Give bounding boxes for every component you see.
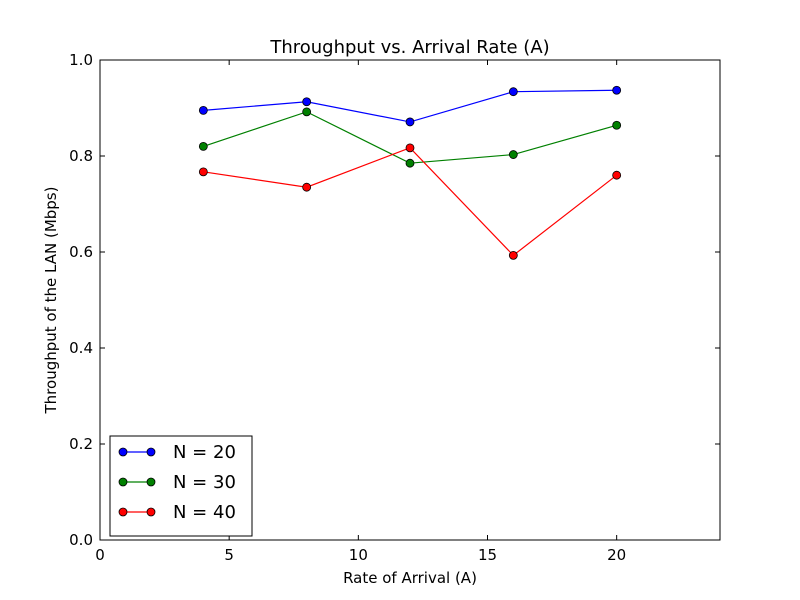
data-point [508,250,518,260]
y-tick-label: 1.0 [69,51,93,69]
legend-marker [118,507,128,517]
y-tick-label: 0.0 [69,531,93,549]
y-tick-label: 0.2 [69,435,93,453]
legend-item: N = 30 [118,472,236,493]
x-tick-label: 0 [95,546,105,564]
legend-item: N = 40 [118,502,236,523]
data-point [508,150,518,159]
legend-marker [118,447,128,457]
x-tick-label: 20 [607,546,626,564]
data-point [198,106,208,115]
legend-marker [146,447,156,457]
data-point [302,97,312,107]
series-3 [198,143,622,260]
data-point [612,85,622,95]
x-tick-label: 10 [349,546,368,564]
series-1 [198,85,622,127]
legend: N = 20 N = 30 N = 40 [109,435,253,537]
data-point [198,141,208,151]
plot-area-frame [99,59,721,541]
x-tick-label: 5 [224,546,234,564]
data-point [302,182,312,192]
y-tick-label: 0.4 [69,339,93,357]
data-point [508,87,518,97]
legend-item: N = 20 [118,442,236,463]
legend-marker [146,477,156,487]
data-point [302,107,312,117]
legend-label: N = 20 [173,442,236,463]
legend-label: N = 40 [173,502,236,523]
data-point [405,158,415,168]
data-point [612,120,622,130]
legend-label: N = 30 [173,472,236,493]
legend-marker [146,507,156,517]
y-axis-label: Throughput of the LAN (Mbps) [42,187,60,415]
legend-marker [118,477,128,487]
data-point [405,117,415,127]
y-tick-label: 0.8 [69,147,93,165]
series-line [203,89,617,123]
y-tick-label: 0.6 [69,243,93,261]
chart-title: Throughput vs. Arrival Rate (A) [269,37,549,58]
series-2 [198,107,622,168]
data-point [198,167,208,177]
x-tick-label: 15 [478,546,497,564]
data-point [405,143,415,153]
data-point [612,170,622,180]
legend-box [109,435,253,537]
x-axis-label: Rate of Arrival (A) [343,569,477,587]
